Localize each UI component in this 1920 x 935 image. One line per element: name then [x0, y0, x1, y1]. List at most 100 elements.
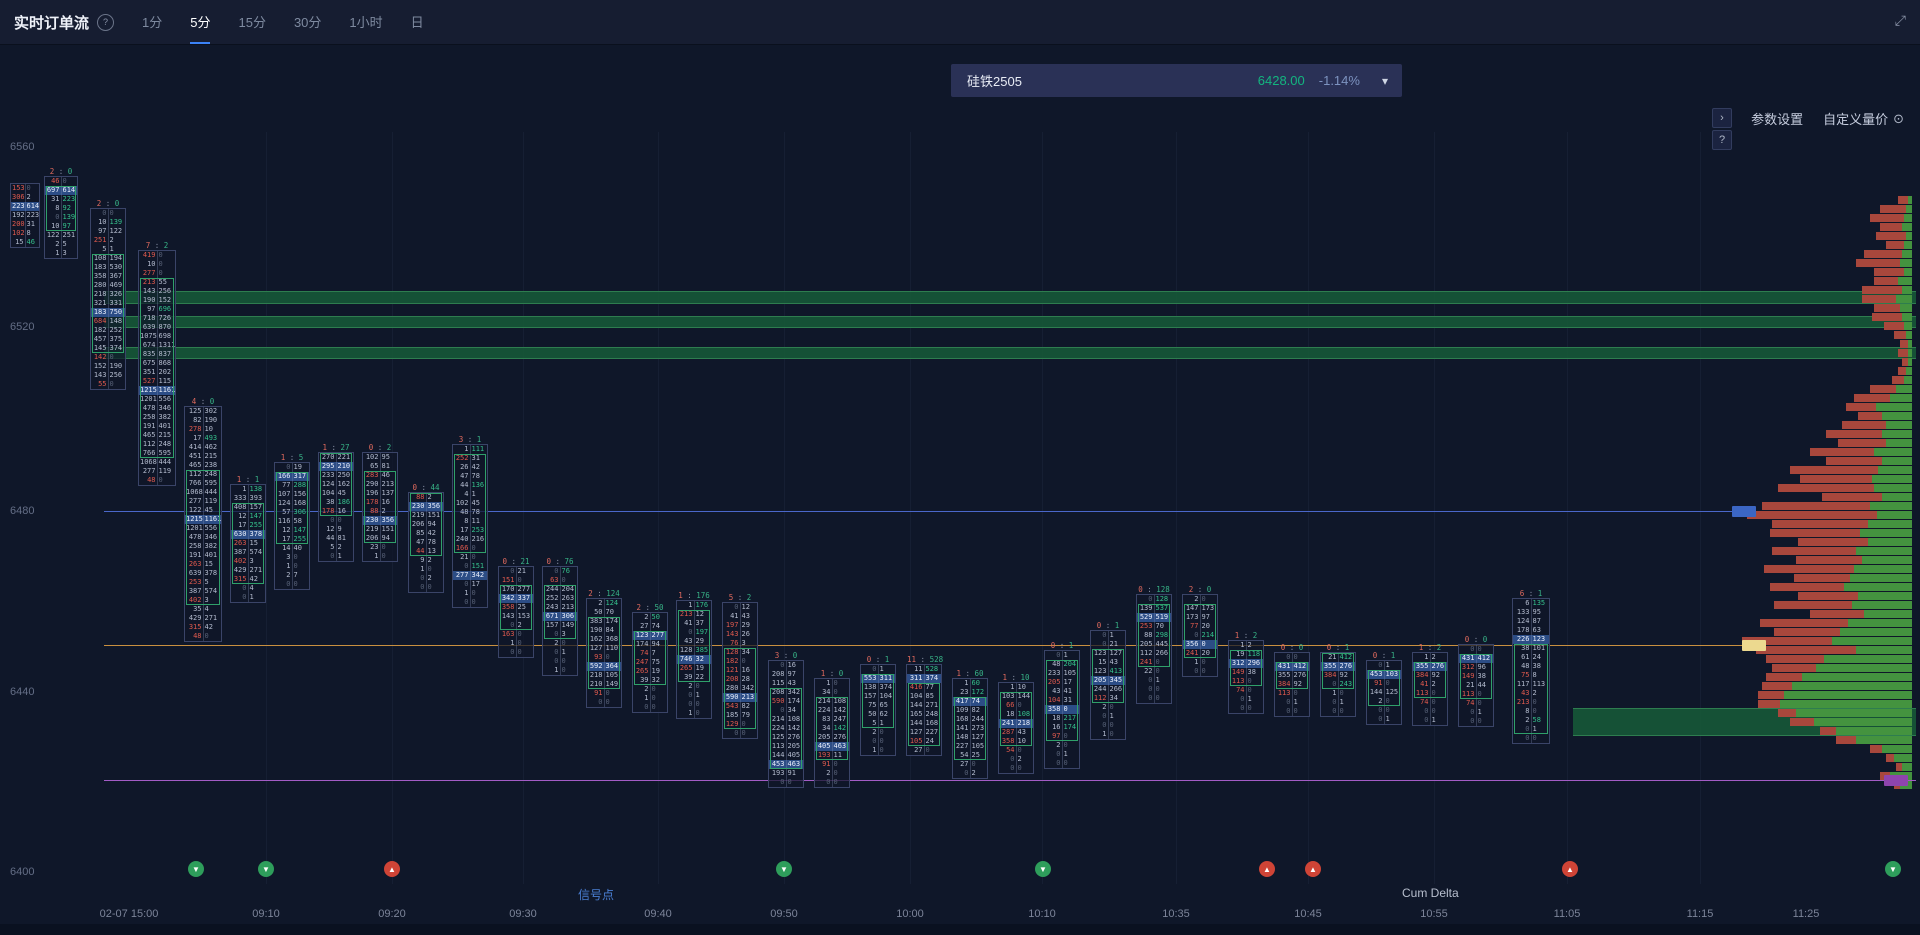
help-icon[interactable]: ?	[97, 13, 115, 31]
footprint-candle: 4 : 0 125 302 82 190 278 10 17 493 414 462 451 215 46…	[184, 397, 222, 642]
footprint-row: 141 273	[953, 724, 987, 733]
volume-profile-bar	[1894, 331, 1912, 339]
custom-volume-button[interactable]: 自定义量价 ⊙	[1823, 109, 1904, 128]
footprint-row: 0 34	[769, 706, 803, 715]
footprint-row: 429 271	[185, 614, 221, 623]
footprint-row: 15 43	[1091, 658, 1125, 667]
footprint-row: 153 0	[11, 184, 39, 193]
sell-volume-segment	[1770, 583, 1844, 591]
sell-volume-segment	[1898, 196, 1908, 204]
sell-volume-segment	[1796, 556, 1862, 564]
footprint-row: 226 123	[1513, 635, 1549, 644]
footprint-candle: 0 : 128 0 128 139 537 529 519 253 70 88 298 205 445 1…	[1136, 585, 1172, 704]
footprint-row: 63 0	[543, 576, 577, 585]
chevron-down-icon[interactable]: ▾	[1381, 73, 1388, 88]
signal-marker: ▼	[1035, 861, 1051, 877]
tab-日[interactable]: 日	[410, 14, 424, 30]
chart-toolbar: 参数设置 自定义量价 ⊙	[1751, 109, 1904, 128]
gridline	[1308, 132, 1309, 884]
tab-1分[interactable]: 1分	[142, 14, 163, 30]
volume-profile-bar	[1762, 502, 1912, 510]
gridline	[910, 132, 911, 884]
signal-point-legend[interactable]: 信号点	[578, 888, 615, 902]
volume-profile-bar	[1898, 367, 1912, 375]
footprint-row: 145 374	[91, 344, 125, 353]
tab-30分[interactable]: 30分	[293, 14, 322, 30]
sell-volume-segment	[1892, 376, 1904, 384]
sell-volume-segment	[1838, 439, 1886, 447]
tab-5分[interactable]: 5分	[190, 0, 211, 44]
footprint-row: 478 346	[185, 533, 221, 542]
volume-profile-bar	[1798, 592, 1912, 600]
sell-volume-segment	[1862, 286, 1902, 294]
sell-volume-segment	[1846, 403, 1876, 411]
volume-profile-bar	[1778, 484, 1912, 492]
volume-profile-bar	[1820, 727, 1912, 735]
footprint-row: 0 21	[499, 567, 533, 576]
footprint-row: 387 574	[185, 587, 221, 596]
tab-1小时[interactable]: 1小时	[349, 14, 383, 30]
footprint-row: 277 119	[185, 497, 221, 506]
sell-volume-segment	[1820, 727, 1836, 735]
footprint-row: 22 0	[1137, 667, 1171, 676]
footprint-row: 214 108	[815, 697, 849, 706]
footprint-row: 74 0	[1459, 699, 1493, 708]
imbalance-header: 0 : 44	[412, 483, 440, 492]
footprint-row: 17 255	[231, 521, 265, 530]
footprint-row: 223 614	[11, 202, 39, 211]
panel-help-button[interactable]: ?	[1712, 130, 1732, 150]
footprint-row: 311 374	[907, 674, 941, 683]
footprint-row: 0 197	[677, 628, 711, 637]
x-axis-label: 11:05	[1553, 908, 1581, 920]
footprint-row: 17 493	[185, 434, 221, 443]
param-settings-button[interactable]: 参数设置	[1751, 112, 1804, 127]
y-axis-label: 6440	[10, 686, 35, 698]
footprint-row: 144 125	[1367, 688, 1401, 697]
sell-volume-segment	[1886, 754, 1894, 762]
footprint-row: 133 95	[1513, 608, 1549, 617]
buy-volume-segment	[1904, 322, 1912, 330]
footprint-row: 457 375	[91, 335, 125, 344]
volume-profile-bar	[1764, 565, 1912, 573]
gridline	[523, 132, 524, 884]
footprint-candle: 1 : 0 1 0 34 0 214 108 224 142 83 247 34 142 205 276 40…	[814, 669, 850, 788]
footprint-row: 91 0	[587, 689, 621, 698]
footprint-row: 122 45	[185, 506, 221, 515]
sell-volume-segment	[1872, 313, 1902, 321]
expand-panel-button[interactable]: ›	[1712, 108, 1732, 128]
collapse-icon[interactable]: ⤢	[1894, 12, 1906, 28]
footprint-row: 315 42	[231, 575, 265, 584]
footprint-row: 116 58	[275, 517, 309, 526]
footprint-row: 280 469	[91, 281, 125, 290]
footprint-candle: 2 : 124 2 124 50 70 383 174 190 84 162 368 127 110 93…	[586, 589, 622, 708]
volume-profile-bar	[1858, 412, 1912, 420]
footprint-row: 835 837	[139, 350, 175, 359]
sell-volume-segment	[1742, 637, 1832, 645]
tab-15分[interactable]: 15分	[238, 14, 266, 30]
footprint-row: 147 173	[1183, 604, 1217, 613]
footprint-row: 19 118	[1229, 650, 1263, 659]
footprint-row: 258 382	[139, 413, 175, 422]
volume-profile-bar	[1874, 268, 1912, 276]
footprint-row: 206 94	[409, 520, 443, 529]
footprint-candle: 1 : 2 1 2 355 276 384 92 41 2 113 0 74 0 0 0 0 1	[1412, 643, 1448, 726]
imbalance-header: 0 : 1	[1096, 621, 1120, 630]
sell-volume-segment	[1747, 511, 1877, 519]
footprint-candle: 0 : 1 21 412 355 276 384 92 0 243 1 0 0 1 0 0	[1320, 643, 1356, 717]
footprint-row: 157 149	[543, 621, 577, 630]
volume-profile-bar	[1794, 574, 1912, 582]
sell-volume-segment	[1826, 457, 1882, 465]
footprint-row: 123 413	[1091, 667, 1125, 676]
footprint-row: 639 870	[139, 323, 175, 332]
page-title: 实时订单流	[14, 14, 90, 32]
footprint-row: 253 70	[1137, 622, 1171, 631]
footprint-row: 746 32	[677, 655, 711, 664]
contract-selector[interactable]: 硅铁2505 6428.00 -1.14% ▾	[951, 64, 1402, 97]
footprint-row: 233 105	[1045, 669, 1079, 678]
